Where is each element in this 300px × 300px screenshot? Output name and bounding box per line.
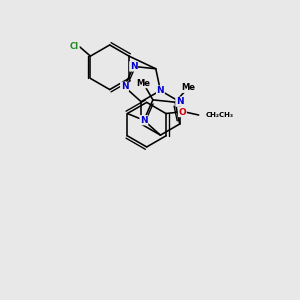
Text: N: N	[176, 97, 184, 106]
Text: CH₂CH₃: CH₂CH₃	[206, 112, 234, 118]
Text: N: N	[130, 62, 137, 71]
Text: Cl: Cl	[70, 42, 79, 51]
Text: O: O	[178, 107, 186, 116]
Text: N: N	[157, 86, 164, 95]
Text: N: N	[140, 116, 148, 125]
Text: N: N	[121, 82, 128, 91]
Text: Me: Me	[181, 83, 195, 92]
Text: Me: Me	[136, 79, 150, 88]
